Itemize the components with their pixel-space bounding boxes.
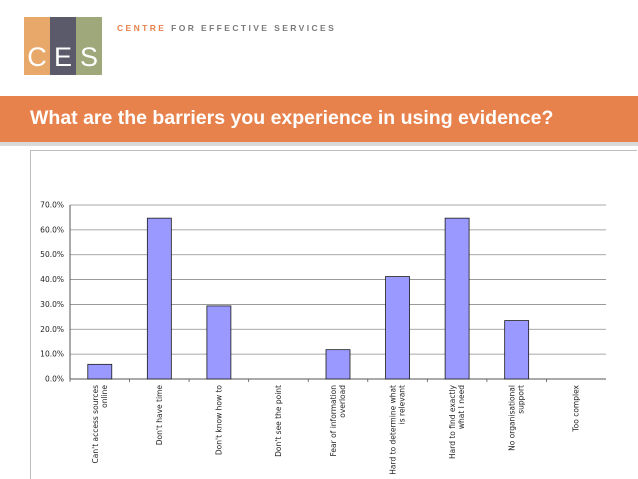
category-label-text: Don't see the point [274,385,283,457]
category-label-line: Don't have time [155,385,164,446]
category-label-text: Hard to find exactlywhat I need [448,384,466,459]
category-label-line: Hard to determine what [389,385,398,475]
category-label-line: Hard to find exactly [448,384,457,459]
category-label: Too complex [572,384,581,432]
slide-title: What are the barriers you experience in … [30,107,554,129]
y-tick-label: 40.0% [40,275,64,284]
bar [385,276,410,380]
category-label-line: Fear of information [329,385,338,457]
category-label-text: Hard to determine whatis relevant [389,385,407,475]
category-label-text: No organisationalsupport [508,385,526,451]
category-label: Don't know how to [214,385,223,456]
bar [325,349,351,380]
category-label-line: Don't know how to [214,385,223,456]
category-label-line: overload [338,385,347,418]
logo-tile-s: S [76,17,102,75]
category-label-line: online [100,385,109,408]
category-label: Hard to find exactlywhat I need [448,384,466,459]
y-tick-label: 0.0% [45,375,64,384]
category-label-line: Too complex [572,384,581,432]
y-tick-label: 60.0% [40,225,64,234]
category-label: Don't have time [155,385,164,446]
category-label: Fear of informationoverload [329,385,347,457]
category-label-text: Too complex [572,384,581,432]
category-label-line: No organisational [508,385,517,451]
ces-logo: C E S [24,17,102,75]
category-label: Hard to determine whatis relevant [389,385,407,475]
category-label-line: support [517,385,526,414]
bar [206,305,232,380]
chart-frame [30,150,637,479]
y-tick-label: 30.0% [40,300,64,309]
y-tick-label: 20.0% [40,325,64,334]
y-tick-label: 50.0% [40,250,64,259]
organisation-name-rest: FOR EFFECTIVE SERVICES [171,23,337,33]
bar [504,320,530,380]
category-label-text: Can't access sourcesonline [91,385,109,464]
category-label-line: Don't see the point [274,385,283,457]
bar [444,217,470,380]
category-label-text: Don't have time [155,385,164,446]
category-label-line: Can't access sources [91,385,100,464]
category-label-text: Fear of informationoverload [329,385,347,457]
y-tick-label: 10.0% [40,350,64,359]
category-label: Don't see the point [274,385,283,457]
category-label: Can't access sourcesonline [91,385,109,464]
title-banner: What are the barriers you experience in … [0,96,638,146]
category-label-line: is relevant [398,385,407,424]
logo-tile-e: E [50,17,76,75]
category-label-text: Don't know how to [214,385,223,456]
bar [146,217,172,380]
y-tick-label: 70.0% [40,201,64,210]
category-label: No organisationalsupport [508,385,526,451]
organisation-name-prefix: CENTRE [117,23,172,33]
bar [87,363,113,380]
logo-tile-c: C [24,17,50,75]
category-label-line: what I need [457,385,466,429]
organisation-name: CENTRE FOR EFFECTIVE SERVICES [117,23,336,33]
